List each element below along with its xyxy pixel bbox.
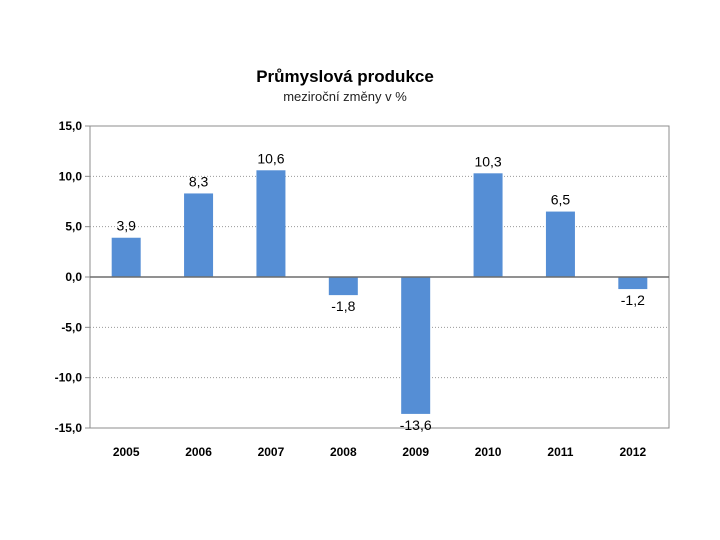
x-category-label: 2009 <box>402 445 429 459</box>
data-label-2005: 3,9 <box>116 218 136 234</box>
bar-2007 <box>256 170 286 277</box>
y-tick-label: -10,0 <box>55 371 83 385</box>
bar-2010 <box>473 173 503 277</box>
x-category-label: 2006 <box>185 445 212 459</box>
bar-2012 <box>618 277 648 290</box>
x-category-label: 2008 <box>330 445 357 459</box>
y-tick-label: 15,0 <box>59 119 83 133</box>
bar-2009 <box>401 277 431 414</box>
data-label-2009: -13,6 <box>400 417 432 433</box>
x-category-label: 2012 <box>619 445 646 459</box>
bar-2008 <box>328 277 358 296</box>
data-label-2006: 8,3 <box>189 173 209 189</box>
data-label-2010: 10,3 <box>474 153 501 169</box>
y-axis-ticks: 15,0 10,0 5,0 0,0 -5,0 -10,0 -15,0 <box>55 119 90 435</box>
y-tick-label: 10,0 <box>59 169 83 183</box>
bar-2011 <box>545 211 575 277</box>
y-tick-label: -15,0 <box>55 421 83 435</box>
data-label-2011: 6,5 <box>551 192 571 208</box>
data-label-2007: 10,6 <box>257 150 284 166</box>
x-category-label: 2007 <box>258 445 285 459</box>
y-tick-label: -5,0 <box>61 320 82 334</box>
bars <box>111 170 648 414</box>
chart-subtitle: meziroční změny v % <box>283 89 407 104</box>
data-labels: 3,9 8,3 10,6 -1,8 -13,6 10,3 6,5 -1,2 <box>116 150 645 433</box>
y-tick-label: 5,0 <box>65 220 82 234</box>
x-category-label: 2010 <box>475 445 502 459</box>
bar-2006 <box>184 193 214 277</box>
x-axis-categories: 2005 2006 2007 2008 2009 2010 2011 2012 <box>113 445 647 459</box>
bar-2005 <box>111 237 141 277</box>
x-category-label: 2011 <box>547 445 573 459</box>
data-label-2008: -1,8 <box>331 298 355 314</box>
data-label-2012: -1,2 <box>621 292 645 308</box>
y-tick-label: 0,0 <box>65 270 82 284</box>
chart-title: Průmyslová produkce <box>256 67 434 86</box>
x-category-label: 2005 <box>113 445 140 459</box>
